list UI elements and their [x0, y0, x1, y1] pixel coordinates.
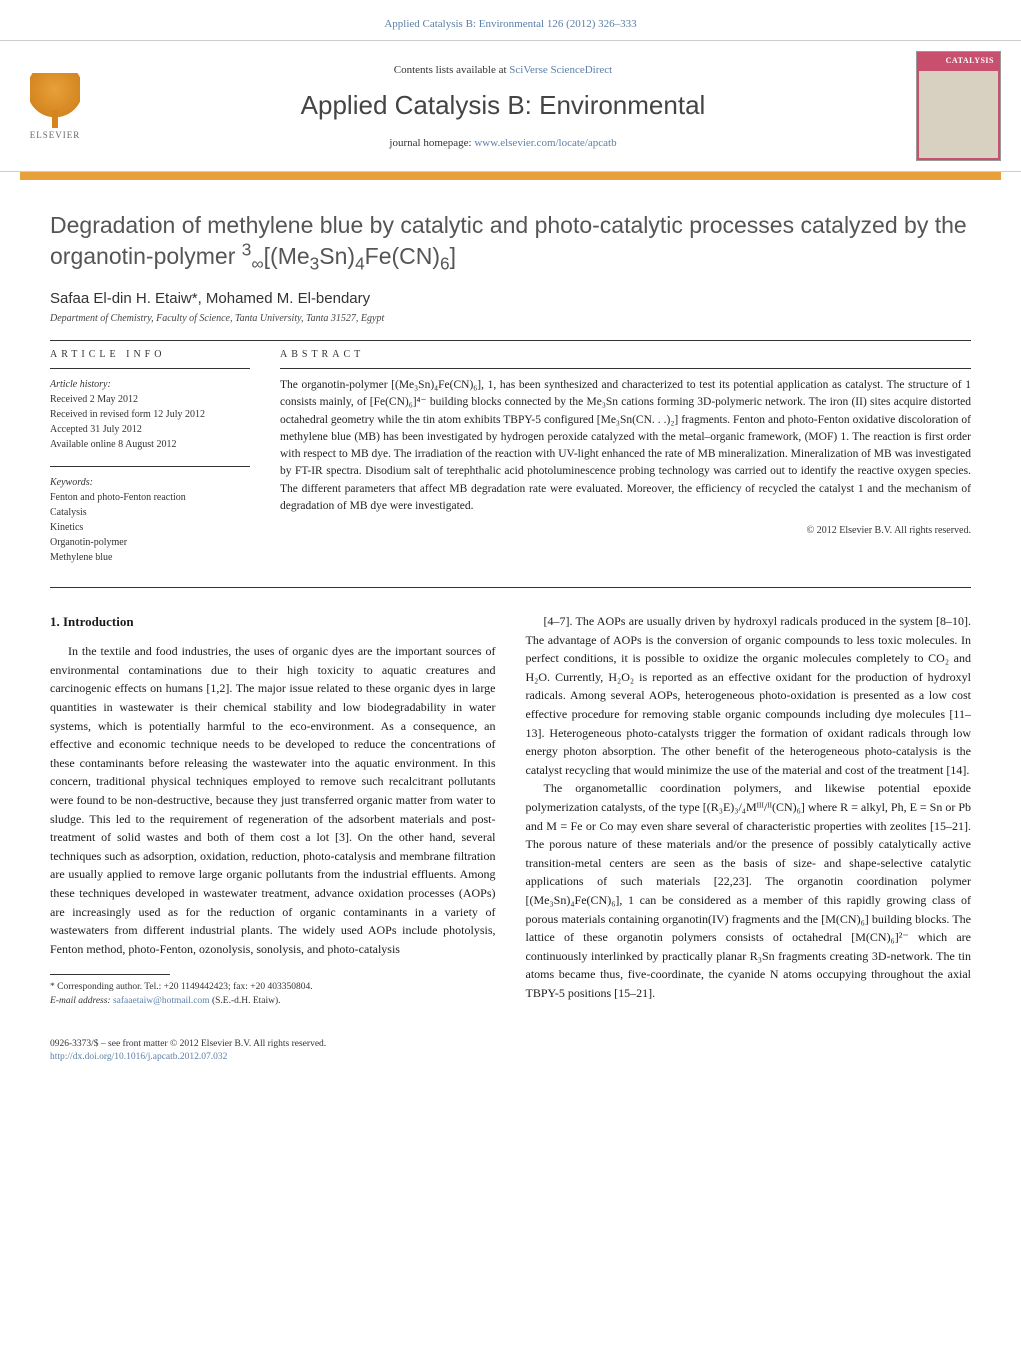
journal-name: Applied Catalysis B: Environmental	[110, 90, 896, 121]
divider-body	[50, 587, 971, 588]
body-paragraph-1: In the textile and food industries, the …	[50, 642, 496, 958]
body-column-right: [4–7]. The AOPs are usually driven by hy…	[526, 612, 972, 1008]
accent-bar	[20, 172, 1001, 180]
journal-cover: CATALYSIS	[916, 51, 1001, 161]
body-paragraph-2: [4–7]. The AOPs are usually driven by hy…	[526, 612, 972, 779]
elsevier-tree-icon	[30, 73, 80, 128]
title-formula: 3∞[(Me3Sn)4Fe(CN)6]	[242, 243, 456, 269]
title-text: Degradation of methylene blue by catalyt…	[50, 212, 967, 269]
contents-available: Contents lists available at SciVerse Sci…	[110, 64, 896, 76]
footnote-email-line: E-mail address: safaaetaiw@hotmail.com (…	[50, 995, 496, 1008]
divider-top	[50, 340, 971, 341]
contents-available-text: Contents lists available at	[394, 64, 507, 76]
doi-link[interactable]: http://dx.doi.org/10.1016/j.apcatb.2012.…	[50, 1052, 227, 1062]
affiliation: Department of Chemistry, Faculty of Scie…	[50, 313, 971, 324]
article-content: Degradation of methylene blue by catalyt…	[0, 180, 1021, 1028]
divider-keywords	[50, 466, 250, 467]
revised-date: Received in revised form 12 July 2012	[50, 407, 250, 422]
footer-info: 0926-3373/$ – see front matter © 2012 El…	[0, 1028, 1021, 1085]
keyword-4: Organotin-polymer	[50, 535, 250, 550]
body-column-left: 1. Introduction In the textile and food …	[50, 612, 496, 1008]
accepted-date: Accepted 31 July 2012	[50, 422, 250, 437]
email-link[interactable]: safaaetaiw@hotmail.com	[113, 996, 210, 1006]
journal-homepage: journal homepage: www.elsevier.com/locat…	[110, 137, 896, 149]
keyword-1: Fenton and photo-Fenton reaction	[50, 490, 250, 505]
abstract-copyright: © 2012 Elsevier B.V. All rights reserved…	[280, 525, 971, 536]
corresponding-author: * Corresponding author. Tel.: +20 114944…	[50, 981, 496, 994]
keyword-5: Methylene blue	[50, 550, 250, 565]
keywords-label: Keywords:	[50, 475, 250, 490]
article-info-heading: article info	[50, 349, 250, 360]
issn-line: 0926-3373/$ – see front matter © 2012 El…	[50, 1038, 971, 1051]
footnote-block: * Corresponding author. Tel.: +20 114944…	[50, 981, 496, 1008]
article-title: Degradation of methylene blue by catalyt…	[50, 210, 971, 272]
contents-bar: ELSEVIER Contents lists available at Sci…	[0, 40, 1021, 172]
homepage-link[interactable]: www.elsevier.com/locate/apcatb	[474, 137, 616, 149]
intro-heading: 1. Introduction	[50, 612, 496, 632]
keyword-2: Catalysis	[50, 505, 250, 520]
abstract-text: The organotin-polymer [(Me₃Sn)₄Fe(CN)₆],…	[280, 377, 971, 515]
keywords-block: Keywords: Fenton and photo-Fenton reacti…	[50, 475, 250, 565]
abstract-column: abstract The organotin-polymer [(Me₃Sn)₄…	[280, 349, 971, 579]
body-paragraph-3: The organometallic coordination polymers…	[526, 779, 972, 1002]
history-label: Article history:	[50, 377, 250, 392]
abstract-heading: abstract	[280, 349, 971, 360]
authors: Safaa El-din H. Etaiw*, Mohamed M. El-be…	[50, 290, 971, 307]
divider-abstract	[280, 368, 971, 369]
email-suffix: (S.E.-d.H. Etaiw).	[212, 996, 281, 1006]
meta-abstract-row: article info Article history: Received 2…	[50, 349, 971, 579]
header-citation: Applied Catalysis B: Environmental 126 (…	[0, 0, 1021, 40]
email-label: E-mail address:	[50, 996, 111, 1006]
sciencedirect-link[interactable]: SciVerse ScienceDirect	[509, 64, 612, 76]
homepage-label: journal homepage:	[389, 137, 471, 149]
divider-info	[50, 368, 250, 369]
cover-image-placeholder	[919, 71, 998, 158]
keyword-3: Kinetics	[50, 520, 250, 535]
publisher-logo: ELSEVIER	[20, 66, 90, 146]
footnote-divider	[50, 974, 170, 975]
body-columns: 1. Introduction In the textile and food …	[50, 612, 971, 1008]
publisher-name: ELSEVIER	[30, 130, 81, 140]
article-info-column: article info Article history: Received 2…	[50, 349, 250, 579]
article-history: Article history: Received 2 May 2012 Rec…	[50, 377, 250, 452]
received-date: Received 2 May 2012	[50, 392, 250, 407]
online-date: Available online 8 August 2012	[50, 437, 250, 452]
cover-label: CATALYSIS	[917, 52, 1000, 69]
contents-center: Contents lists available at SciVerse Sci…	[110, 64, 896, 149]
